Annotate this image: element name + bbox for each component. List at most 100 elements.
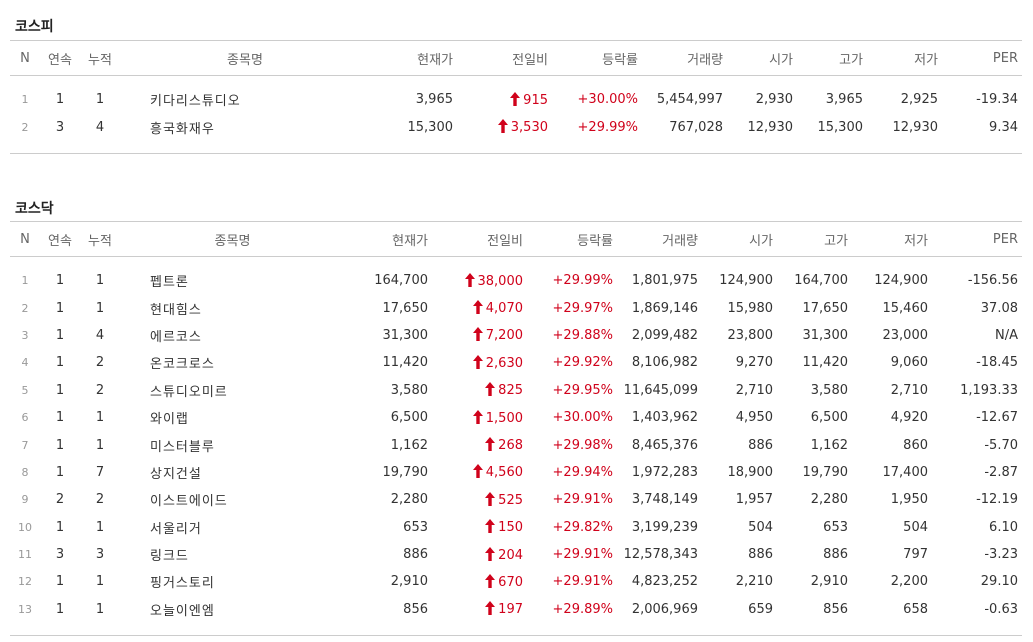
consecutive-count: 1 (55, 574, 65, 590)
high-price: 3,580 (810, 382, 848, 398)
change-rate: +29.95% (552, 382, 613, 398)
change-rate: +29.99% (577, 119, 638, 135)
stock-name-link[interactable]: 미스터블루 (150, 439, 215, 455)
low-price: 860 (903, 437, 928, 453)
open-price: 23,800 (727, 327, 774, 343)
per-value: N/A (995, 327, 1018, 343)
stock-name-link[interactable]: 이스트에이드 (150, 494, 228, 510)
col-header-rate[interactable]: 등락률 (527, 221, 617, 257)
trading-volume: 767,028 (669, 119, 723, 135)
col-header-open[interactable]: 시가 (727, 40, 797, 76)
change-value: 4,560 (485, 465, 523, 481)
stock-name-link[interactable]: 에르코스 (150, 329, 202, 345)
col-header-open[interactable]: 시가 (702, 221, 777, 257)
stock-name-link[interactable]: 펩트론 (150, 275, 189, 291)
consecutive-count: 1 (55, 300, 65, 316)
col-header-stock-name[interactable]: 종목명 (120, 40, 370, 76)
table-row: 2 3 4 흥국화재우 15,300 3,530 +29.99% 767,028 12,930 1… (10, 113, 1022, 140)
current-price: 3,580 (390, 382, 428, 398)
current-price: 11,420 (382, 355, 429, 371)
col-header-high[interactable]: 고가 (777, 221, 852, 257)
table-row: 12 1 1 핑거스토리 2,910 670 +29.91% 4,823,252 2,210 2,… (10, 568, 1022, 595)
current-price: 2,910 (390, 574, 428, 590)
high-price: 6,500 (810, 410, 848, 426)
stock-name-link[interactable]: 오늘이엔엠 (150, 603, 215, 619)
col-header-per[interactable]: PER (942, 40, 1022, 76)
low-price: 15,460 (882, 300, 929, 316)
stock-name-link[interactable]: 상지건설 (150, 466, 202, 482)
col-header-rate[interactable]: 등락률 (552, 40, 642, 76)
stock-name-link[interactable]: 핑거스토리 (150, 576, 215, 592)
stock-name-cell: 미스터블루 (120, 431, 345, 458)
current-price: 1,162 (390, 437, 428, 453)
table-row: 7 1 1 미스터블루 1,162 268 +29.98% 8,465,376 886 1,162… (10, 431, 1022, 458)
stock-name-cell: 흥국화재우 (120, 113, 370, 140)
arrow-up-icon (472, 409, 483, 424)
current-price: 19,790 (382, 464, 429, 480)
change-cell: 204 (432, 541, 527, 568)
per-value: 1,193.33 (960, 382, 1018, 398)
cumulative-count: 4 (95, 119, 105, 135)
cumulative-count: 1 (95, 519, 105, 535)
col-header-change[interactable]: 전일비 (432, 221, 527, 257)
stock-name-link[interactable]: 스튜디오미르 (150, 384, 228, 400)
col-header-price[interactable]: 현재가 (345, 221, 432, 257)
high-price: 19,790 (802, 464, 849, 480)
col-header-stock-name[interactable]: 종목명 (120, 221, 345, 257)
col-header-consecutive: 연속 (40, 40, 80, 76)
consecutive-count: 1 (55, 410, 65, 426)
col-header-high[interactable]: 고가 (797, 40, 867, 76)
col-header-price[interactable]: 현재가 (370, 40, 457, 76)
table-row: 3 1 4 에르코스 31,300 7,200 +29.88% 2,099,482 23,800… (10, 322, 1022, 349)
change-value: 825 (498, 383, 523, 399)
stock-name-link[interactable]: 온코크로스 (150, 357, 215, 373)
col-header-low[interactable]: 저가 (852, 221, 932, 257)
stock-name-link[interactable]: 서울리거 (150, 521, 202, 537)
stock-name-link[interactable]: 링크드 (150, 549, 189, 565)
stock-name-link[interactable]: 키다리스튜디오 (150, 94, 241, 110)
open-price: 2,930 (755, 92, 793, 108)
change-cell: 670 (432, 568, 527, 595)
table-row: 5 1 2 스튜디오미르 3,580 825 +29.95% 11,645,099 2,710 3… (10, 377, 1022, 404)
low-price: 797 (903, 547, 928, 563)
col-header-per[interactable]: PER (932, 221, 1022, 257)
stock-name-cell: 이스트에이드 (120, 486, 345, 513)
stock-name-cell: 링크드 (120, 541, 345, 568)
consecutive-count: 1 (55, 464, 65, 480)
stock-name-link[interactable]: 와이랩 (150, 412, 189, 428)
open-price: 9,270 (735, 355, 773, 371)
stock-name-link[interactable]: 흥국화재우 (150, 121, 215, 137)
row-number: 12 (18, 575, 32, 589)
change-rate: +29.82% (552, 519, 613, 535)
row-number: 11 (18, 548, 32, 562)
row-number: 8 (21, 465, 29, 479)
stock-name-cell: 서울리거 (120, 514, 345, 541)
high-price: 856 (823, 601, 848, 617)
change-value: 38,000 (477, 273, 524, 289)
current-price: 164,700 (374, 273, 428, 289)
consecutive-count: 3 (55, 547, 65, 563)
current-price: 6,500 (390, 410, 428, 426)
change-cell: 150 (432, 514, 527, 541)
table-spacer-row (10, 623, 1022, 637)
change-value: 670 (498, 574, 523, 590)
col-header-change[interactable]: 전일비 (457, 40, 552, 76)
per-value: -19.34 (976, 92, 1018, 108)
change-cell: 4,560 (432, 459, 527, 486)
col-header-low[interactable]: 저가 (867, 40, 942, 76)
col-header-volume[interactable]: 거래량 (642, 40, 727, 76)
low-price: 17,400 (882, 464, 929, 480)
trading-volume: 1,801,975 (631, 273, 698, 289)
consecutive-count: 1 (55, 327, 65, 343)
row-number: 1 (21, 93, 29, 107)
per-value: 37.08 (980, 300, 1018, 316)
cumulative-count: 1 (95, 437, 105, 453)
row-number: 2 (21, 301, 29, 315)
stock-name-link[interactable]: 현대힘스 (150, 302, 202, 318)
change-value: 268 (498, 438, 523, 454)
change-cell: 38,000 (432, 267, 527, 294)
low-price: 124,900 (874, 273, 928, 289)
current-price: 17,650 (382, 300, 429, 316)
row-number: 2 (21, 120, 29, 134)
col-header-volume[interactable]: 거래량 (617, 221, 702, 257)
